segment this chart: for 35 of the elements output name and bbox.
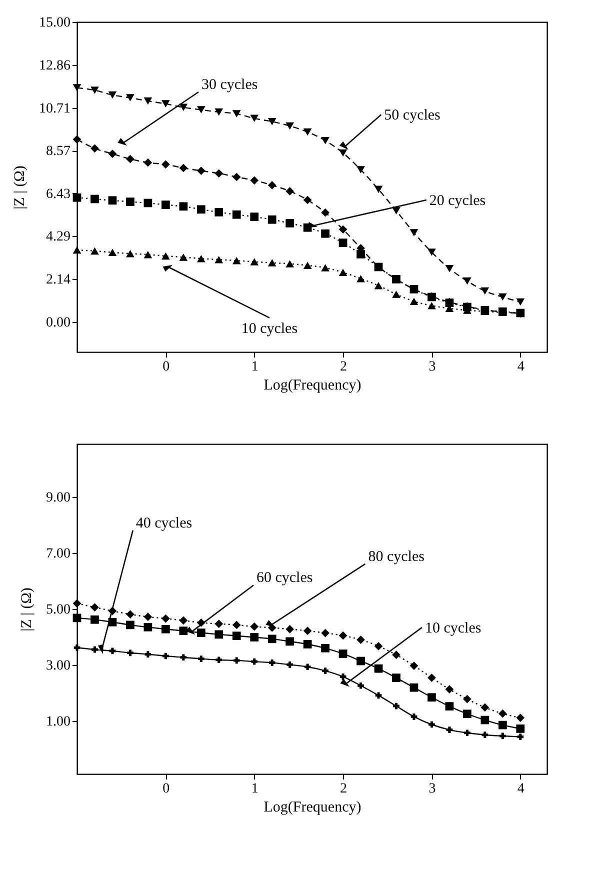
y-tick-label: 3.00 — [46, 658, 70, 674]
x-tick-label: 4 — [517, 360, 524, 374]
annotation: 10 cycles — [241, 320, 298, 337]
y-tick-label: 10.71 — [39, 101, 70, 116]
x-tick-label: 2 — [340, 360, 348, 374]
x-tick-label: 4 — [517, 782, 524, 796]
annotation: 60 cycles — [256, 570, 313, 586]
x-tick-label: 0 — [162, 782, 170, 796]
x-tick-label: 3 — [428, 782, 436, 796]
x-tick-label: 0 — [162, 360, 170, 374]
x-tick-label: 1 — [251, 360, 258, 374]
annotation: 40 cycles — [136, 515, 192, 532]
y-axis-title: |Z | (Ω) — [19, 588, 35, 632]
annotation: 10 cycles — [424, 620, 482, 636]
annotation: 80 cycles — [368, 548, 425, 565]
x-tick-label: 3 — [428, 360, 436, 374]
y-tick-label: 12.86 — [39, 58, 70, 74]
y-tick-label: 5.00 — [46, 602, 70, 618]
y-tick-label: 6.43 — [46, 186, 70, 202]
y-tick-label: 7.00 — [46, 546, 70, 562]
y-tick-label: 9.00 — [46, 490, 70, 506]
annotation: 30 cycles — [201, 77, 258, 93]
annotation: 50 cycles — [384, 108, 441, 124]
x-axis-title: Log(Frequency) — [264, 378, 362, 394]
y-tick-label: 0.00 — [46, 316, 70, 330]
y-tick-label: 1.00 — [46, 714, 70, 730]
y-tick-label: 2.14 — [46, 272, 70, 288]
x-axis-title: Log(Frequency) — [264, 800, 362, 816]
y-tick-label: 15.00 — [39, 16, 70, 30]
y-tick-label: 4.29 — [46, 230, 70, 245]
x-tick-label: 1 — [251, 782, 258, 796]
annotation: 20 cycles — [429, 193, 486, 209]
x-tick-label: 2 — [340, 782, 348, 796]
y-tick-label: 8.57 — [46, 144, 70, 160]
y-axis-title: |Z | (Ω) — [12, 166, 28, 210]
